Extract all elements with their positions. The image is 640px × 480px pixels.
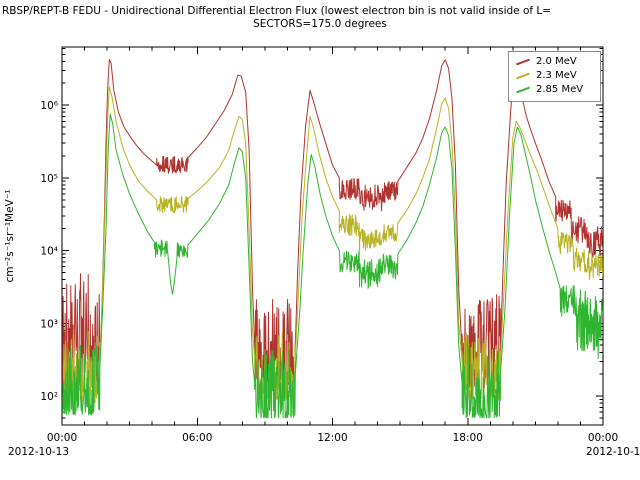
y-tick-label: 10² [40, 391, 58, 403]
series-2.0-mev [62, 59, 603, 389]
legend-item: 2.85 MeV [509, 83, 600, 97]
legend: 2.0 MeV 2.3 MeV 2.85 MeV [508, 51, 601, 102]
y-tick-label: 10⁶ [40, 100, 58, 112]
plot-subtitle: SECTORS=175.0 degrees [253, 18, 387, 30]
legend-label: 2.0 MeV [536, 56, 577, 67]
series-2.3-mev [62, 86, 603, 404]
legend-marker-line [516, 58, 530, 66]
x-tick-label: 00:00 [588, 432, 618, 444]
x-tick-label: 00:00 [47, 432, 77, 444]
axis-labels: RBSP/REPT-B FEDU - Unidirectional Differ… [2, 5, 640, 458]
y-tick-label: 10⁴ [40, 246, 58, 258]
legend-label: 2.85 MeV [536, 84, 584, 95]
legend-label: 2.3 MeV [536, 70, 577, 81]
series-2.85-mev [62, 113, 603, 419]
axes-frame [61, 46, 604, 426]
y-axis-label: cm⁻²s⁻¹sr⁻¹MeV⁻¹ [4, 190, 16, 283]
legend-item: 2.0 MeV [509, 55, 600, 69]
x-tick-label: 06:00 [182, 432, 212, 444]
plot-title: RBSP/REPT-B FEDU - Unidirectional Differ… [2, 5, 551, 17]
x-tick-label: 18:00 [453, 432, 483, 444]
x-date-right: 2012-10-14 [586, 446, 640, 458]
x-tick-label: 12:00 [317, 432, 347, 444]
legend-marker-line [516, 86, 530, 94]
legend-marker-line [516, 72, 530, 80]
legend-item: 2.3 MeV [509, 69, 600, 83]
y-tick-label: 10⁵ [40, 173, 58, 185]
x-date-left: 2012-10-13 [8, 446, 69, 458]
series-layer [62, 59, 603, 419]
y-tick-label: 10³ [40, 318, 58, 330]
